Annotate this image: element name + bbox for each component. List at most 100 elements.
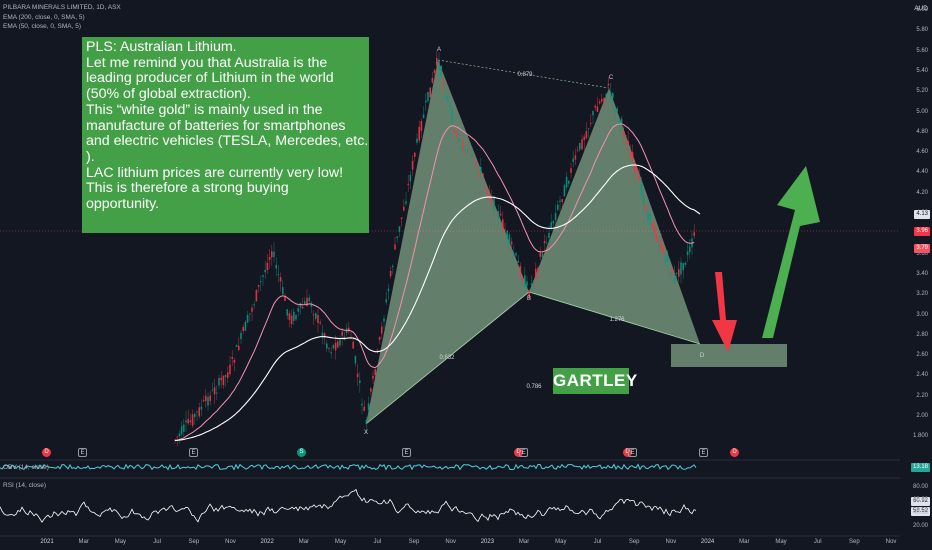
pattern-bcd-triangle[interactable] <box>529 88 700 344</box>
candle-body <box>315 313 317 319</box>
candle-body <box>607 83 610 86</box>
candle-body <box>418 126 420 141</box>
candle-body <box>543 240 546 244</box>
earnings-event-icon[interactable]: E <box>78 448 87 457</box>
note-line: This is therefore a strong buying <box>86 180 289 197</box>
y-tick: 4.40 <box>916 169 928 176</box>
currency-label[interactable]: AUD <box>914 5 928 12</box>
candle-body <box>680 262 682 275</box>
candle-body <box>409 174 412 182</box>
candle-body <box>290 315 293 325</box>
candle-body <box>255 289 258 302</box>
y-tick: 2.40 <box>916 372 928 379</box>
candle-body <box>442 81 445 86</box>
x-tick: Jul <box>813 539 822 545</box>
dividend-event-icon[interactable]: D <box>514 448 523 457</box>
candlesticks <box>174 51 695 447</box>
candle-body <box>376 349 379 351</box>
candle-body <box>508 234 511 244</box>
down-arrow[interactable] <box>712 272 737 352</box>
candle-body <box>603 97 605 103</box>
candle-body <box>284 296 286 301</box>
candle-body <box>504 229 506 231</box>
split-event-icon[interactable]: S <box>297 448 306 457</box>
candle-body <box>288 313 291 320</box>
candle-body <box>471 153 473 157</box>
x-tick: 2021 <box>40 539 54 545</box>
candle-body <box>433 69 436 73</box>
candle-body <box>293 311 295 321</box>
candle-body <box>317 314 319 324</box>
candle-body <box>475 162 478 166</box>
price-axis[interactable]: AUD 6.00 5.80 5.60 5.40 5.20 5.00 4.80 4.60 4.40… <box>900 0 932 550</box>
gartley-label[interactable]: GARTLEY <box>553 368 637 394</box>
candle-body <box>565 176 568 188</box>
candle-body <box>678 269 680 277</box>
candle-body <box>574 155 577 160</box>
earnings-event-icon[interactable]: E <box>699 448 708 457</box>
ema50-legend[interactable]: EMA (50, close, 0, SMA, 5) <box>3 23 82 30</box>
candle-body <box>286 309 288 316</box>
candle-body <box>191 414 194 426</box>
earnings-event-icon[interactable]: E <box>628 448 637 457</box>
candle-body <box>686 251 689 255</box>
analysis-note[interactable]: PLS: Australian Lithium. Let me remind yo… <box>82 37 369 233</box>
rsi-value-tag-1: 60.92 <box>910 497 930 506</box>
candle-body <box>330 352 332 354</box>
candle-body <box>596 106 599 112</box>
candle-body <box>651 222 654 230</box>
price-chart[interactable] <box>0 0 900 550</box>
candle-body <box>183 424 185 432</box>
candle-body <box>200 406 203 410</box>
candle-body <box>552 220 555 224</box>
candle-body <box>453 130 456 133</box>
candle-body <box>517 260 519 263</box>
note-line: Let me remind you that Australia is the <box>86 54 328 71</box>
note-line: ). <box>86 148 95 165</box>
ema50-line <box>174 123 695 441</box>
candle-body <box>563 185 566 197</box>
up-arrow[interactable] <box>762 166 820 338</box>
x-tick: Sep <box>849 539 860 545</box>
candle-body <box>238 345 240 350</box>
candle-body <box>642 195 645 205</box>
candle-body <box>546 242 548 244</box>
candle-body <box>620 118 623 124</box>
candle-body <box>510 241 513 245</box>
dividend-event-icon[interactable]: D <box>623 448 632 457</box>
note-line: opportunity. <box>86 196 160 213</box>
candle-body <box>321 332 324 337</box>
candle-body <box>484 184 486 186</box>
dividend-event-icon[interactable]: D <box>730 448 739 457</box>
x-tick: Mar <box>78 539 89 545</box>
candle-body <box>304 301 306 304</box>
x-tick: Mar <box>739 539 750 545</box>
target-zone[interactable] <box>671 344 787 367</box>
candle-body <box>211 389 214 391</box>
candle-body <box>337 341 339 348</box>
note-line: LAC lithium prices are currently very lo… <box>86 164 344 181</box>
earnings-event-icon[interactable]: E <box>519 448 528 457</box>
candle-body <box>532 281 535 283</box>
earnings-event-icon[interactable]: E <box>402 448 411 457</box>
dividend-event-icon[interactable]: D <box>42 448 51 457</box>
candle-body <box>306 297 308 307</box>
candle-body <box>277 274 280 275</box>
candle-body <box>403 206 405 211</box>
candle-body <box>383 318 385 322</box>
rsi-legend[interactable]: RSI (14, close) <box>3 482 46 489</box>
candle-body <box>640 183 643 196</box>
symbol-title[interactable]: PILBARA MINERALS LIMITED, 1D, ASX <box>3 4 121 11</box>
candle-body <box>189 420 192 423</box>
x-tick: 2022 <box>260 539 274 545</box>
candle-body <box>297 308 299 312</box>
obv-legend[interactable]: OBV (14, close) <box>3 464 49 471</box>
candle-body <box>524 275 526 288</box>
candle-body <box>486 190 489 193</box>
ema200-legend[interactable]: EMA (200, close, 0, SMA, 5) <box>3 14 85 21</box>
pattern-xab-triangle[interactable] <box>366 60 529 424</box>
earnings-event-icon[interactable]: E <box>189 448 198 457</box>
candle-body <box>187 418 189 424</box>
candle-body <box>323 333 326 338</box>
candle-body <box>572 158 574 162</box>
